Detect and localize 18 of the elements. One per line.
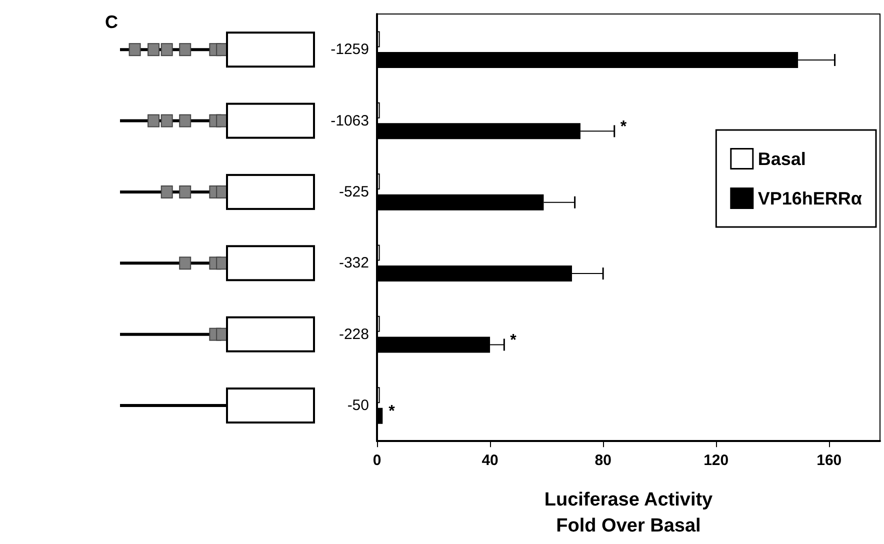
x-tick-label: 160 (816, 452, 842, 470)
y-tick-label: -228 (338, 326, 369, 343)
x-tick-label: 120 (704, 452, 729, 470)
legend-label: VP16hERRα (758, 188, 862, 208)
y-tick-label: -332 (338, 254, 369, 272)
annotation: * (388, 403, 396, 420)
x-tick-label: 40 (482, 452, 498, 470)
x-axis-title: Luciferase Activity Fold Over Basal (544, 490, 714, 536)
y-tick-label: -525 (338, 183, 369, 200)
annotation: * (620, 118, 628, 136)
legend-label: Basal (758, 148, 806, 169)
y-tick-label: -1259 (330, 41, 369, 58)
x-tick-label: 0 (372, 452, 382, 470)
y-tick-label: -50 (347, 397, 369, 414)
text: C (105, 12, 118, 32)
x-tick-label: 80 (594, 452, 612, 470)
annotation: * (510, 332, 518, 349)
y-tick-label: -1063 (330, 112, 369, 130)
